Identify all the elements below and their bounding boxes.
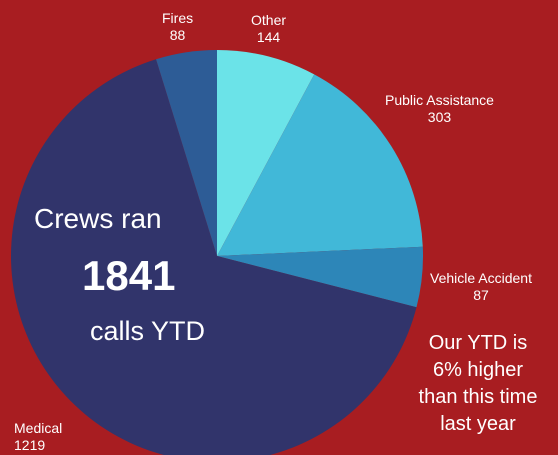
slice-label-fires: Fires 88 (162, 10, 193, 44)
slice-label-vehicle-accident: Vehicle Accident 87 (430, 270, 532, 304)
slice-label-fires-name: Fires (162, 10, 193, 27)
ytd-note-line4: last year (408, 411, 548, 438)
slice-label-fires-value: 88 (162, 27, 193, 44)
ytd-note-line3: than this time (408, 384, 548, 411)
slice-label-public-assistance: Public Assistance 303 (385, 92, 494, 126)
slice-label-public-assistance-value: 303 (385, 109, 494, 126)
headline-line1: Crews ran (34, 203, 162, 235)
slice-label-other: Other 144 (251, 12, 286, 46)
headline-line3: calls YTD (90, 316, 205, 347)
slice-label-other-value: 144 (251, 29, 286, 46)
slice-label-vehicle-accident-value: 87 (430, 287, 532, 304)
ytd-note-line2: 6% higher (408, 357, 548, 384)
slice-label-medical-value: 1219 (14, 437, 62, 454)
ytd-note: Our YTD is 6% higher than this time last… (408, 330, 548, 438)
ytd-note-line1: Our YTD is (408, 330, 548, 357)
headline-count: 1841 (82, 252, 175, 300)
slice-label-other-name: Other (251, 12, 286, 29)
slice-label-vehicle-accident-name: Vehicle Accident (430, 270, 532, 287)
slice-label-medical-name: Medical (14, 420, 62, 437)
slice-label-public-assistance-name: Public Assistance (385, 92, 494, 109)
slice-label-medical: Medical 1219 (14, 420, 62, 454)
